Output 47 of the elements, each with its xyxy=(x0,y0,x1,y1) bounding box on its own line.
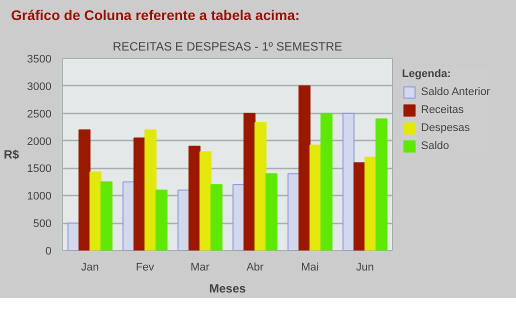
y-tick-label: 2000 xyxy=(27,136,52,148)
bar xyxy=(310,144,322,250)
bar xyxy=(244,112,256,250)
y-tick-label: 1500 xyxy=(27,163,52,176)
bar xyxy=(178,190,190,250)
legend-label: Saldo Anterior xyxy=(421,86,490,98)
bar xyxy=(134,138,146,250)
bar xyxy=(320,112,332,250)
legend-label: Saldo xyxy=(421,140,450,152)
bar xyxy=(266,173,278,250)
bar xyxy=(298,85,310,250)
legend-title: Legenda: xyxy=(402,68,452,80)
bar xyxy=(210,184,222,250)
x-tick-label: Fev xyxy=(136,262,155,274)
y-tick-label: 0 xyxy=(45,246,52,258)
bar xyxy=(354,162,366,250)
y-tick-label: 1000 xyxy=(27,190,52,203)
bar xyxy=(144,129,156,250)
bar xyxy=(288,173,300,250)
bar xyxy=(232,184,244,250)
bar xyxy=(90,172,102,250)
legend-label: Receitas xyxy=(421,104,465,116)
bar xyxy=(156,190,168,250)
x-tick-label: Mar xyxy=(190,262,210,274)
bar xyxy=(200,151,212,250)
y-tick-label: 2500 xyxy=(27,108,52,120)
y-axis-title: R$ xyxy=(4,148,20,162)
bar xyxy=(78,129,90,250)
bar xyxy=(68,222,80,250)
bar xyxy=(254,122,266,250)
bar xyxy=(364,156,376,250)
x-tick-label: Abr xyxy=(246,262,264,274)
bar xyxy=(100,181,112,250)
bar xyxy=(342,112,354,250)
x-tick-label: Jan xyxy=(81,262,99,274)
chart-title: RECEITAS E DESPESAS - 1º SEMESTRE xyxy=(112,40,342,54)
x-tick-label: Jun xyxy=(356,262,374,274)
y-tick-label: 3500 xyxy=(27,54,52,66)
y-tick-label: 500 xyxy=(33,218,52,230)
y-tick-label: 3000 xyxy=(27,80,52,93)
x-axis-title: Meses xyxy=(209,282,246,296)
bar xyxy=(188,146,200,250)
x-tick-label: Mai xyxy=(301,262,319,274)
bar xyxy=(376,118,388,250)
legend-label: Despesas xyxy=(421,122,471,134)
bar xyxy=(122,181,134,250)
text: Gráfico de Coluna referente a tabela acima: xyxy=(11,6,300,25)
